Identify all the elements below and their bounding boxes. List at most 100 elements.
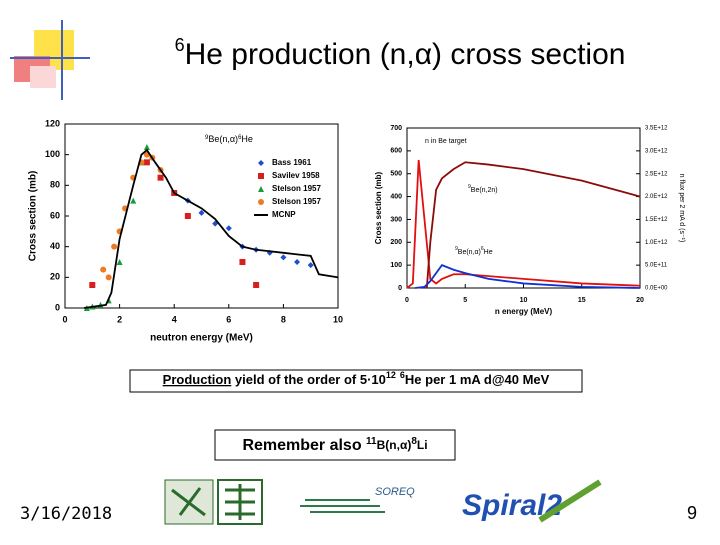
legend-swatch xyxy=(258,199,264,205)
y-tick-label: 200 xyxy=(390,239,402,246)
y-tick-label: 0 xyxy=(55,302,60,312)
x-tick-label: 5 xyxy=(463,297,467,304)
y2-tick-label: 5.0E+11 xyxy=(645,263,668,269)
annotation-part: 6 xyxy=(238,135,242,141)
y2-tick-label: 3.5E+12 xyxy=(645,126,668,132)
legend-label: Savilev 1958 xyxy=(272,171,320,180)
annotation-part: 9 xyxy=(468,184,471,190)
yield-box xyxy=(129,369,583,393)
point xyxy=(225,225,232,232)
point xyxy=(130,197,137,204)
x-tick-label: 20 xyxy=(636,297,644,304)
x-tick-label: 15 xyxy=(578,297,586,304)
legend-swatch xyxy=(258,160,264,166)
series-line xyxy=(83,148,339,309)
x-tick-label: 0 xyxy=(62,314,67,324)
point xyxy=(307,262,314,269)
y2-tick-label: 1.5E+12 xyxy=(645,217,668,223)
legend-label: Bass 1961 xyxy=(272,158,312,167)
y-tick-label: 500 xyxy=(390,171,402,178)
point xyxy=(111,243,118,250)
yield-text: Production yield of the order of 5·1012 6… xyxy=(163,370,550,387)
point xyxy=(184,213,191,219)
point xyxy=(294,259,301,265)
annotation-part: 9 xyxy=(455,246,458,252)
yield-part: He per 1 mA d@40 MeV xyxy=(405,372,550,387)
page-number: 9 xyxy=(687,503,697,523)
yield-part: Production xyxy=(163,372,232,387)
date: 3/16/2018 xyxy=(20,504,112,524)
y2-axis-label: n flux per 2 mA d (s⁻¹) xyxy=(678,174,685,243)
annotation-part: 6 xyxy=(481,246,484,252)
point xyxy=(239,259,246,265)
remember-box xyxy=(214,429,456,461)
y-tick-label: 40 xyxy=(50,241,60,251)
series-line xyxy=(415,264,641,289)
y2-tick-label: 0.0E+00 xyxy=(645,286,668,292)
x-axis-label: neutron energy (MeV) xyxy=(150,333,253,344)
y2-tick-label: 1.0E+12 xyxy=(645,240,668,246)
point xyxy=(143,144,150,150)
annotation-part: He xyxy=(484,249,493,256)
logo-soreq: SOREQ xyxy=(375,486,415,498)
y-tick-label: 0 xyxy=(398,285,402,292)
yield-part: yield of the order of 5·10 xyxy=(231,372,386,387)
y2-tick-label: 2.0E+12 xyxy=(645,194,668,200)
point xyxy=(157,174,164,181)
annotation-part: n in Be target xyxy=(425,138,467,145)
point xyxy=(116,259,123,265)
legend-label: Stelson 1957 xyxy=(272,184,321,193)
series-line xyxy=(406,159,641,289)
x-tick-label: 0 xyxy=(405,297,409,304)
remember-part: B(n,α) xyxy=(377,438,412,452)
legend-swatch xyxy=(258,173,264,179)
x-tick-label: 10 xyxy=(520,297,528,304)
logo-left-art xyxy=(171,487,206,517)
annotation-part: Be(n,α) xyxy=(458,249,481,256)
remember-part: Remember also xyxy=(242,437,366,454)
legend-swatch xyxy=(258,186,264,192)
yield-sup: 12 xyxy=(386,370,396,380)
y2-tick-label: 3.0E+12 xyxy=(645,148,668,154)
annotation-part: Be(n,α) xyxy=(208,134,238,144)
point xyxy=(253,282,260,288)
y2-tick-label: 2.5E+12 xyxy=(645,171,668,177)
remember-part: Li xyxy=(417,438,428,452)
y-tick-label: 80 xyxy=(50,180,60,190)
point xyxy=(100,266,107,273)
x-axis-label: n energy (MeV) xyxy=(495,307,553,316)
y-tick-label: 600 xyxy=(390,148,402,155)
legend-label: Stelson 1957 xyxy=(272,197,321,206)
y-tick-label: 100 xyxy=(45,149,60,159)
logo-left2-art xyxy=(225,484,255,520)
remember-text: Remember also 11B(n,α)8Li xyxy=(242,436,427,455)
x-tick-label: 4 xyxy=(172,314,177,324)
deco-square xyxy=(30,66,56,88)
y-tick-label: 120 xyxy=(45,118,60,128)
remember-sup: 8 xyxy=(411,436,417,447)
title-text: He production (n,α) cross section xyxy=(185,38,626,71)
annotation: 9Be(n,α)6He xyxy=(455,246,493,256)
annotation: n in Be target xyxy=(425,138,467,145)
point xyxy=(143,159,150,166)
y-tick-label: 60 xyxy=(50,210,60,220)
point xyxy=(198,209,205,216)
remember-sup: 11 xyxy=(366,436,377,447)
y-axis-label: Cross section (mb) xyxy=(374,171,383,244)
y-tick-label: 100 xyxy=(390,262,402,269)
annotation-part: He xyxy=(241,134,253,144)
series-line xyxy=(425,161,641,289)
x-tick-label: 6 xyxy=(226,314,231,324)
annotation-part: Be(n,2n) xyxy=(471,187,498,194)
y-tick-label: 300 xyxy=(390,216,402,223)
x-tick-label: 10 xyxy=(333,314,343,324)
logo-spiral-art xyxy=(538,479,602,523)
x-tick-label: 2 xyxy=(117,314,122,324)
point xyxy=(89,282,96,288)
yield-sup: 6 xyxy=(400,370,405,380)
y-axis-label: Cross section (mb) xyxy=(28,171,39,262)
annotation: 9Be(n,α)6He xyxy=(205,134,253,144)
slide-title: 6He production (n,α) cross section xyxy=(175,35,626,71)
x-tick-label: 8 xyxy=(281,314,286,324)
